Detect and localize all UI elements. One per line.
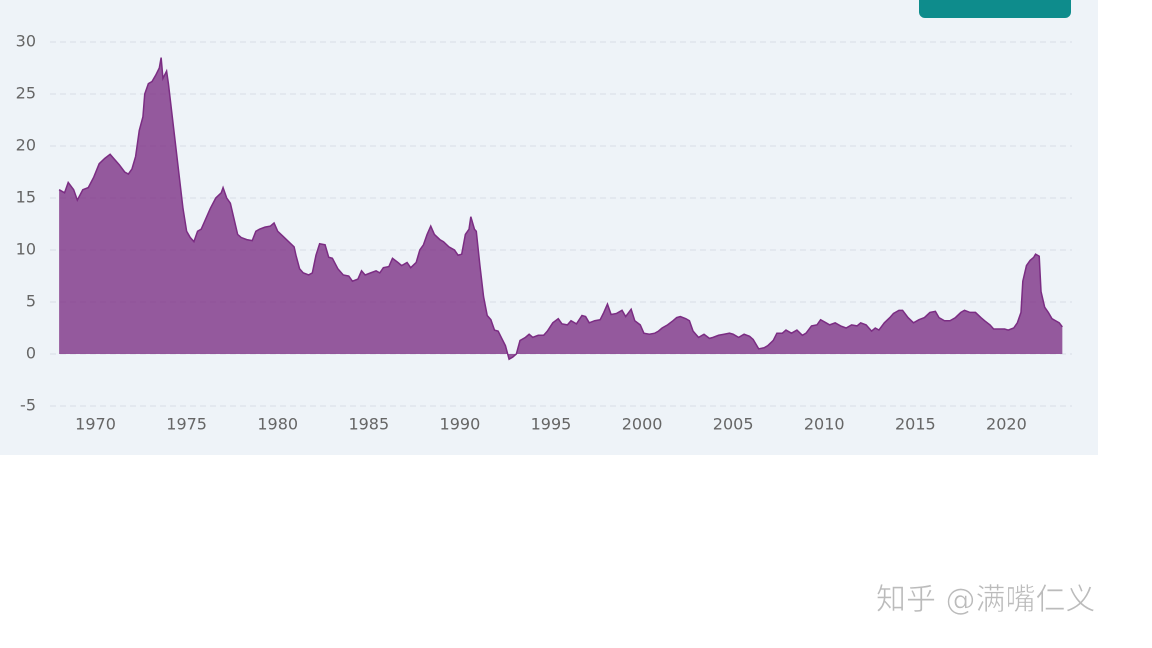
x-tick-label: 1970 <box>75 415 116 434</box>
button[interactable] <box>919 0 1071 18</box>
area <box>59 57 1063 360</box>
y-tick-label: -5 <box>20 396 36 415</box>
x-tick-label: 1980 <box>257 415 298 434</box>
x-tick-label: 1975 <box>166 415 207 434</box>
y-tick-label: 15 <box>16 188 36 207</box>
y-tick-label: 30 <box>16 32 36 51</box>
watermark: 知乎 @满嘴仁义 <box>876 583 1096 618</box>
x-tick-label: 1985 <box>348 415 389 434</box>
y-tick-label: 25 <box>16 84 36 103</box>
y-tick-label: 20 <box>16 136 36 155</box>
x-tick-label: 1995 <box>531 415 572 434</box>
x-tick-label: 2005 <box>713 415 754 434</box>
y-tick-label: 5 <box>26 292 36 311</box>
line <box>58 57 1063 361</box>
x-tick-label: 2015 <box>895 415 936 434</box>
x-tick-label: 2010 <box>804 415 845 434</box>
x-tick-label: 1990 <box>440 415 481 434</box>
y-tick-label: 0 <box>26 344 36 363</box>
y-tick-label: 10 <box>16 240 36 259</box>
x-tick-label: 2000 <box>622 415 663 434</box>
x-tick-label: 2020 <box>986 415 1027 434</box>
